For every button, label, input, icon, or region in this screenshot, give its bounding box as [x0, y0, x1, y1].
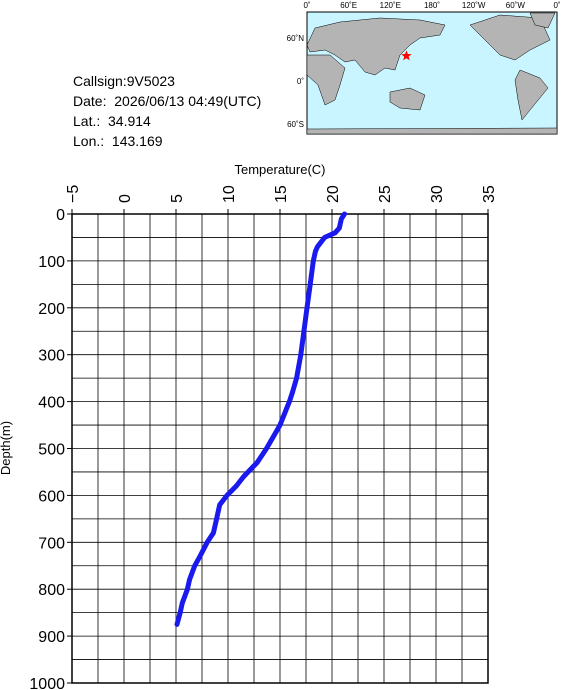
x-tick-label: 25: [377, 185, 394, 203]
x-tick-label: 30: [429, 185, 446, 203]
map-lon-label: 60˚E: [340, 1, 357, 10]
latitude: Lat.: 34.914: [73, 113, 151, 129]
map-lat-label: 0˚: [297, 77, 304, 86]
x-tick-label: 20: [325, 185, 342, 203]
map-lat-label: 60˚N: [287, 34, 305, 43]
profile-line: [174, 211, 347, 627]
map-lon-label: 0˚: [553, 1, 560, 10]
y-tick-label: 400: [38, 395, 65, 412]
map: [306, 11, 558, 135]
map-lon-label: 60˚W: [506, 1, 526, 10]
longitude: Lon.: 143.169: [73, 133, 163, 149]
x-axis-title: Temperature(C): [234, 162, 325, 177]
y-tick-label: 500: [38, 442, 65, 459]
y-tick-label: 300: [38, 348, 65, 365]
plot-frame: [71, 213, 489, 684]
land: [306, 12, 558, 135]
y-tick-label: 200: [38, 301, 65, 318]
map-lon-label: 180˚: [424, 1, 440, 10]
x-tick-label: 5: [169, 194, 186, 203]
date: Date: 2026/06/13 04:49(UTC): [73, 93, 261, 109]
y-axis-title: Depth(m): [0, 421, 13, 475]
x-tick-label: 0: [117, 194, 134, 203]
x-tick-label: 10: [221, 185, 238, 203]
position-marker: [401, 50, 412, 61]
map-lon-label: 120˚W: [462, 1, 486, 10]
x-tick-label: 35: [481, 185, 498, 203]
y-tick-label: 800: [38, 582, 65, 599]
x-tick-label: −5: [65, 185, 82, 203]
y-tick-label: 1000: [29, 676, 65, 690]
y-tick-label: 100: [38, 254, 65, 271]
y-tick-label: 700: [38, 535, 65, 552]
y-tick-label: 0: [56, 207, 65, 224]
callsign: Callsign:9V5023: [73, 73, 175, 89]
y-tick-label: 900: [38, 629, 65, 646]
map-lon-label: 120˚E: [380, 1, 401, 10]
map-lon-label: 0˚: [303, 1, 310, 10]
y-tick-label: 600: [38, 488, 65, 505]
x-tick-label: 15: [273, 185, 290, 203]
map-lat-label: 60˚S: [287, 120, 304, 129]
